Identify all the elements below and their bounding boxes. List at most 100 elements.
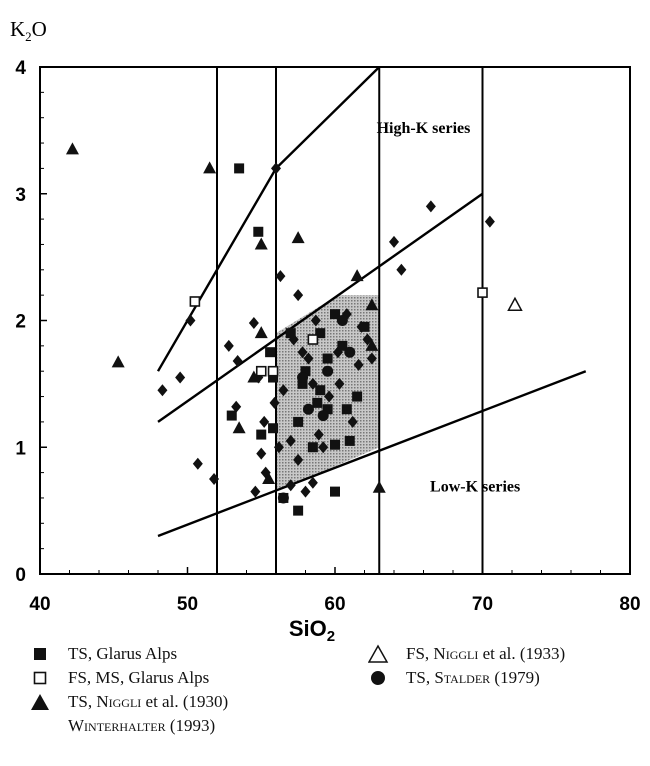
legend-label: FS, bbox=[406, 644, 430, 663]
filled-triangle-icon bbox=[31, 694, 49, 710]
data-point-filled-diamond bbox=[278, 384, 289, 397]
data-point-filled-circle bbox=[302, 403, 314, 415]
data-point-filled-square bbox=[330, 439, 340, 450]
data-point-filled-square bbox=[312, 397, 323, 408]
data-point-filled-square bbox=[341, 404, 352, 415]
data-point-filled-diamond bbox=[318, 441, 329, 454]
data-point-filled-diamond bbox=[334, 377, 345, 390]
data-point-open-square bbox=[267, 365, 279, 377]
data-point-filled-diamond bbox=[285, 434, 296, 447]
data-point-filled-square bbox=[285, 328, 296, 339]
legend-year: (1979) bbox=[490, 668, 540, 687]
data-point-filled-diamond bbox=[484, 215, 495, 228]
data-point-filled-square bbox=[337, 340, 348, 351]
data-point-filled-diamond bbox=[310, 314, 321, 327]
y-tick-label: 0 bbox=[15, 565, 26, 586]
data-point-filled-circle bbox=[297, 372, 309, 384]
data-point-filled-square bbox=[300, 366, 311, 377]
data-point-filled-diamond bbox=[232, 355, 243, 368]
data-point-filled-diamond bbox=[223, 339, 234, 352]
data-point-filled-triangle bbox=[232, 421, 246, 434]
x-tick-label: 40 bbox=[29, 594, 50, 615]
data-point-filled-diamond bbox=[185, 314, 196, 327]
data-point-filled-diamond bbox=[231, 400, 242, 413]
data-point-open-square bbox=[477, 287, 488, 298]
y-tick-label: 4 bbox=[15, 58, 26, 79]
x-tick-label: 80 bbox=[619, 594, 640, 615]
data-point-filled-diamond bbox=[192, 457, 203, 470]
data-point-filled-diamond bbox=[347, 415, 358, 428]
data-point-filled-triangle bbox=[111, 355, 125, 368]
data-point-filled-diamond bbox=[175, 371, 186, 384]
x-tick-label: 50 bbox=[177, 594, 198, 615]
legend-label: TS, bbox=[68, 692, 93, 711]
data-point-filled-circle bbox=[336, 315, 348, 326]
data-point-filled-diamond bbox=[273, 441, 284, 454]
data-point-filled-square bbox=[307, 442, 318, 453]
x-axis-label: SiO2 bbox=[289, 616, 335, 645]
data-point-filled-square bbox=[293, 416, 304, 427]
data-point-filled-diamond bbox=[248, 317, 259, 330]
data-point-filled-diamond bbox=[250, 485, 261, 498]
legend-label: FS, MS, Glarus Alps bbox=[68, 668, 210, 687]
legend-year: et al. (1930) bbox=[141, 692, 229, 711]
data-point-filled-triangle bbox=[350, 269, 364, 282]
legend-item-winterhalter: Winterhalter (1993) bbox=[68, 716, 215, 736]
data-point-filled-square bbox=[322, 404, 333, 415]
data-point-filled-diamond bbox=[271, 162, 281, 175]
data-point-filled-square bbox=[330, 486, 340, 497]
legend-author: Niggli bbox=[433, 644, 479, 663]
series-boundary-line bbox=[156, 67, 381, 372]
data-point-filled-circle bbox=[344, 346, 356, 358]
data-point-filled-square bbox=[330, 309, 340, 320]
data-point-filled-square bbox=[268, 372, 279, 383]
x-tick-label: 70 bbox=[472, 594, 493, 615]
data-point-filled-square bbox=[322, 353, 333, 364]
data-point-filled-circle bbox=[317, 410, 329, 422]
data-point-filled-diamond bbox=[313, 428, 324, 441]
y-tick-label: 2 bbox=[15, 312, 26, 333]
data-point-filled-diamond bbox=[324, 390, 335, 403]
data-point-filled-diamond bbox=[353, 358, 364, 371]
y-tick-label: 1 bbox=[15, 438, 26, 459]
data-point-filled-triangle bbox=[262, 471, 276, 484]
data-point-filled-triangle bbox=[65, 142, 79, 155]
data-point-filled-triangle bbox=[247, 370, 261, 383]
filled-circle-icon bbox=[371, 671, 385, 685]
open-triangle-icon bbox=[368, 644, 389, 663]
legend-label: TS, Glarus Alps bbox=[68, 644, 178, 663]
data-point-filled-diamond bbox=[300, 485, 311, 498]
data-point-filled-square bbox=[315, 328, 326, 339]
data-point-filled-diamond bbox=[293, 289, 304, 302]
data-point-filled-diamond bbox=[396, 263, 407, 276]
data-point-filled-diamond bbox=[275, 270, 286, 283]
y-tick-label: 3 bbox=[15, 185, 26, 206]
data-point-filled-square bbox=[344, 435, 355, 446]
x-tick-label: 60 bbox=[324, 594, 345, 615]
data-point-filled-triangle bbox=[291, 231, 305, 244]
data-point-filled-square bbox=[315, 385, 326, 396]
data-point-filled-diamond bbox=[366, 352, 377, 365]
data-point-filled-diamond bbox=[389, 235, 399, 248]
open-square-icon bbox=[33, 671, 47, 685]
data-point-filled-diamond bbox=[307, 476, 318, 489]
series-annotation: Low-K series bbox=[430, 479, 520, 496]
data-point-open-triangle bbox=[507, 296, 523, 312]
data-point-filled-triangle bbox=[254, 326, 268, 339]
data-point-filled-diamond bbox=[256, 447, 267, 460]
legend-author: Stalder bbox=[434, 668, 491, 687]
legend-author: Niggli bbox=[96, 692, 142, 711]
data-point-filled-diamond bbox=[303, 352, 314, 365]
legend-label: Winterhalter (1993) bbox=[68, 716, 216, 735]
filled-square-icon bbox=[34, 648, 46, 660]
data-point-filled-triangle bbox=[365, 298, 379, 311]
data-point-filled-triangle bbox=[372, 480, 386, 493]
data-point-filled-diamond bbox=[209, 472, 220, 485]
series-annotation: High-K series bbox=[377, 120, 471, 137]
data-point-filled-triangle bbox=[365, 338, 379, 351]
data-point-filled-square bbox=[234, 163, 245, 174]
data-point-filled-diamond bbox=[293, 453, 304, 466]
data-point-filled-square bbox=[253, 226, 264, 237]
data-point-filled-square bbox=[297, 378, 308, 389]
